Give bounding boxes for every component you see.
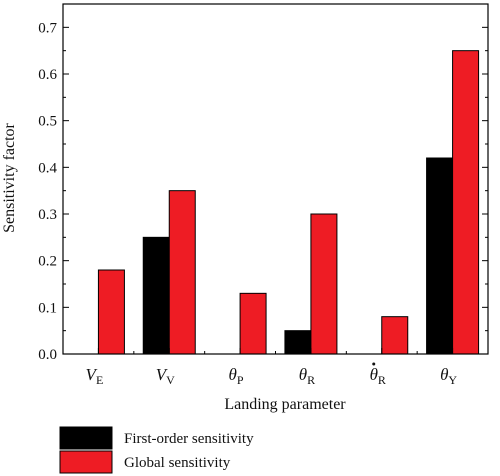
x-tick-label-dot <box>372 362 376 366</box>
bar <box>239 292 267 355</box>
x-tick-label: θR <box>299 365 315 387</box>
x-tick-label: VE <box>86 365 104 387</box>
x-axis-label: Landing parameter <box>224 396 346 413</box>
y-tick-label: 0.7 <box>38 20 57 36</box>
bar <box>168 190 196 355</box>
legend-swatch <box>59 450 113 474</box>
bar <box>97 269 125 355</box>
y-tick-label: 0.1 <box>38 300 57 316</box>
legend-label: Global sensitivity <box>124 455 231 471</box>
bar <box>426 157 454 355</box>
y-axis-label: Sensitivity factor <box>1 122 18 232</box>
x-tick-label: θR <box>370 365 386 387</box>
legend-label: First-order sensitivity <box>124 431 254 447</box>
x-tick-label: θP <box>229 365 244 387</box>
legend: First-order sensitivity Global sensitivit… <box>59 426 254 474</box>
legend-swatch <box>59 426 113 450</box>
y-tick-label: 0.3 <box>38 207 57 223</box>
bar <box>310 213 338 355</box>
bar <box>284 330 312 355</box>
bar <box>452 50 480 355</box>
y-tick-label: 0.2 <box>38 254 57 270</box>
plot-area: 0.0 0.1 0.2 0.3 0.4 0.5 0.6 0.7 VE VV θP θR θR θY <box>38 3 489 387</box>
plot-frame <box>62 3 489 355</box>
x-tick-label: θY <box>440 365 457 387</box>
y-tick-label: 0.4 <box>38 160 57 176</box>
bar <box>381 316 409 355</box>
x-tick-label: VV <box>156 365 175 387</box>
bar <box>142 236 170 355</box>
y-tick-label: 0.6 <box>38 67 57 83</box>
y-tick-label: 0.5 <box>38 114 57 130</box>
y-tick-label: 0.0 <box>38 347 57 363</box>
